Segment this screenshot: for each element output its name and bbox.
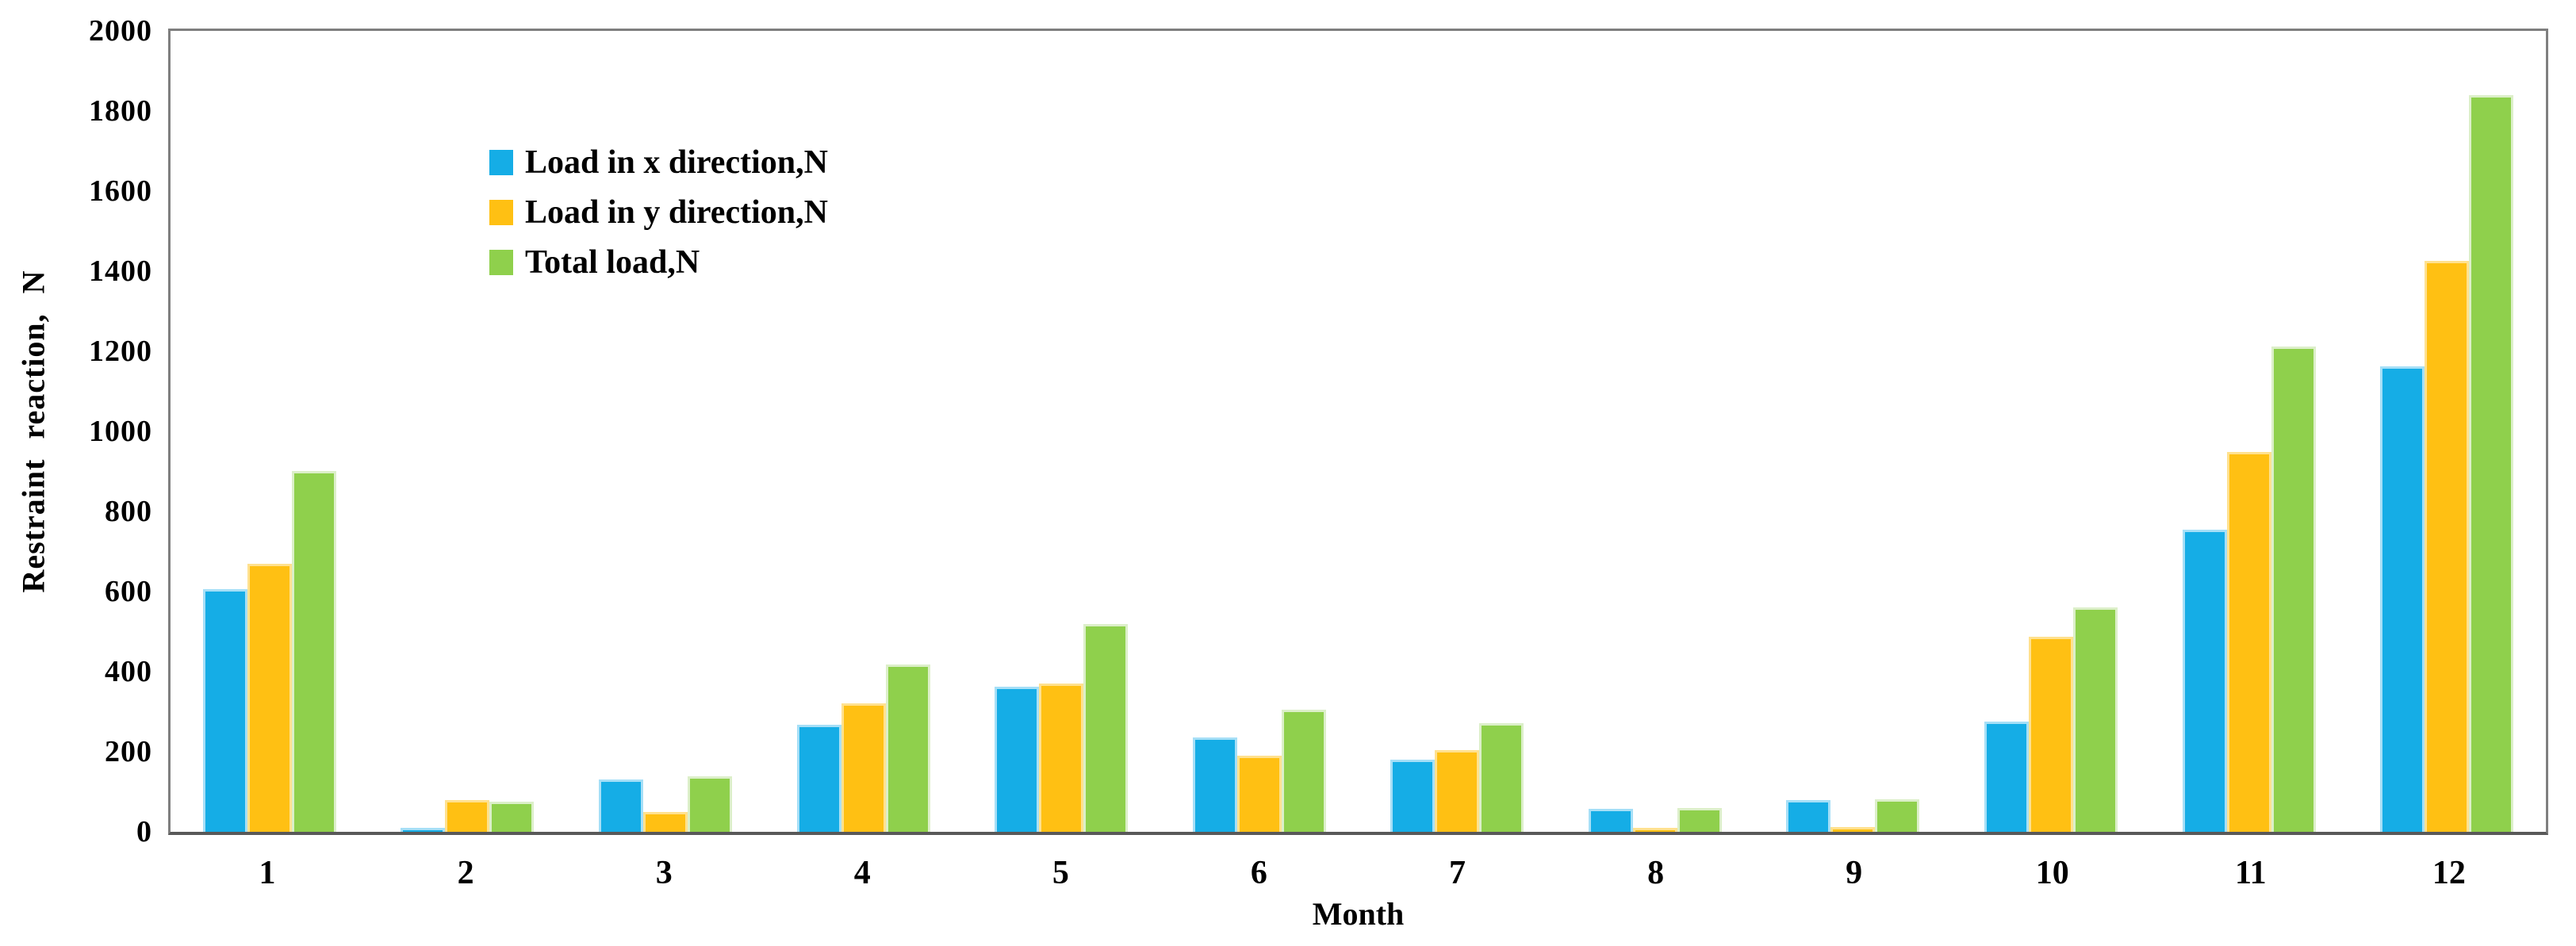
x-tick-label-5: 5 xyxy=(1052,855,1069,891)
bar-month-7-x-load xyxy=(1390,760,1436,832)
bar-month-9-y-load xyxy=(1830,826,1876,832)
bar-group-month-4 xyxy=(765,31,963,832)
x-tick-label-12: 12 xyxy=(2432,855,2466,891)
bars-container xyxy=(171,31,2546,832)
x-tick-label-4: 4 xyxy=(853,855,871,891)
y-axis-tick-labels: 0 200 400 600 800 1000 1200 1400 1600 1800 2000 xyxy=(0,14,152,848)
bar-month-3-total-load xyxy=(687,776,732,832)
y-tick-label-1200: 1200 xyxy=(89,335,152,368)
x-axis-title: Month xyxy=(1312,896,1405,932)
y-tick-label-1400: 1400 xyxy=(89,255,152,288)
bar-month-10-y-load xyxy=(2028,637,2073,832)
x-tick-label-1: 1 xyxy=(259,855,276,891)
bar-group-month-10 xyxy=(1952,31,2150,832)
bar-month-4-total-load xyxy=(885,664,930,832)
y-tick-label-400: 400 xyxy=(105,655,152,688)
x-tick-label-10: 10 xyxy=(2035,855,2069,891)
legend-label-x-load: Load in x direction,N xyxy=(525,144,828,181)
bar-month-1-y-load xyxy=(247,563,292,832)
bar-month-6-y-load xyxy=(1236,755,1282,832)
x-tick-label-11: 11 xyxy=(2234,855,2267,891)
x-tick-label-8: 8 xyxy=(1647,855,1665,891)
x-axis-tick-labels: 1 2 3 4 5 6 7 8 9 10 11 12 xyxy=(168,850,2548,896)
bar-month-2-x-load xyxy=(401,827,446,832)
bar-group-month-1 xyxy=(171,31,369,832)
legend-swatch-icon-total-load xyxy=(489,250,513,275)
bar-month-12-x-load xyxy=(2380,366,2425,832)
x-tick-label-2: 2 xyxy=(457,855,474,891)
bar-month-6-total-load xyxy=(1281,710,1326,832)
legend-label-y-load: Load in y direction,N xyxy=(525,194,828,231)
x-tick-label-9: 9 xyxy=(1846,855,1863,891)
bar-month-10-x-load xyxy=(1984,721,2029,832)
x-tick-label-7: 7 xyxy=(1449,855,1466,891)
bar-month-4-y-load xyxy=(841,703,886,832)
bar-month-8-total-load xyxy=(1677,808,1722,832)
legend-swatch-icon-x-load xyxy=(489,150,513,175)
y-tick-label-1600: 1600 xyxy=(89,174,152,208)
bar-group-month-11 xyxy=(2150,31,2348,832)
bar-month-10-total-load xyxy=(2072,607,2118,832)
bar-group-month-2 xyxy=(369,31,567,832)
bar-group-month-6 xyxy=(1160,31,1359,832)
bar-month-7-y-load xyxy=(1435,749,1480,832)
bar-month-6-x-load xyxy=(1192,737,1237,832)
bar-month-4-x-load xyxy=(796,724,841,832)
bar-month-7-total-load xyxy=(1479,722,1524,832)
bar-month-11-x-load xyxy=(2182,529,2227,832)
bar-month-3-y-load xyxy=(642,811,688,832)
bar-month-9-total-load xyxy=(1875,799,1920,832)
bar-month-5-x-load xyxy=(995,686,1040,832)
y-tick-label-0: 0 xyxy=(136,815,152,848)
bar-month-11-y-load xyxy=(2226,452,2271,832)
plot-area: Load in x direction,N Load in y direction… xyxy=(168,29,2548,835)
legend: Load in x direction,N Load in y direction… xyxy=(489,145,828,295)
bar-month-1-total-load xyxy=(291,471,336,832)
bar-group-month-3 xyxy=(566,31,765,832)
legend-label-total-load: Total load,N xyxy=(525,244,700,281)
bar-group-month-12 xyxy=(2348,31,2546,832)
y-tick-label-600: 600 xyxy=(105,575,152,608)
bar-month-11-total-load xyxy=(2271,346,2316,832)
bar-group-month-5 xyxy=(962,31,1160,832)
bar-month-5-total-load xyxy=(1083,624,1129,832)
bar-month-1-x-load xyxy=(202,589,247,832)
bar-month-8-y-load xyxy=(1632,827,1677,832)
bar-month-2-y-load xyxy=(445,799,490,832)
y-tick-label-2000: 2000 xyxy=(89,14,152,48)
legend-item-x-load: Load in x direction,N xyxy=(489,145,828,180)
bar-month-2-total-load xyxy=(489,801,535,832)
y-tick-label-800: 800 xyxy=(105,495,152,528)
bar-group-month-9 xyxy=(1754,31,1953,832)
bar-month-12-y-load xyxy=(2425,261,2470,832)
y-tick-label-200: 200 xyxy=(105,735,152,768)
legend-swatch-icon-y-load xyxy=(489,200,513,225)
bar-month-8-x-load xyxy=(1588,808,1633,832)
bar-group-month-7 xyxy=(1358,31,1556,832)
bar-month-3-x-load xyxy=(598,779,643,832)
bar-month-9-x-load xyxy=(1786,799,1831,832)
x-tick-label-3: 3 xyxy=(655,855,673,891)
legend-item-total-load: Total load,N xyxy=(489,245,828,280)
bar-month-5-y-load xyxy=(1039,684,1084,832)
y-tick-label-1000: 1000 xyxy=(89,415,152,448)
y-tick-label-1800: 1800 xyxy=(89,94,152,128)
bar-month-12-total-load xyxy=(2469,95,2514,832)
bar-group-month-8 xyxy=(1556,31,1754,832)
x-tick-label-6: 6 xyxy=(1250,855,1267,891)
legend-item-y-load: Load in y direction,N xyxy=(489,195,828,230)
